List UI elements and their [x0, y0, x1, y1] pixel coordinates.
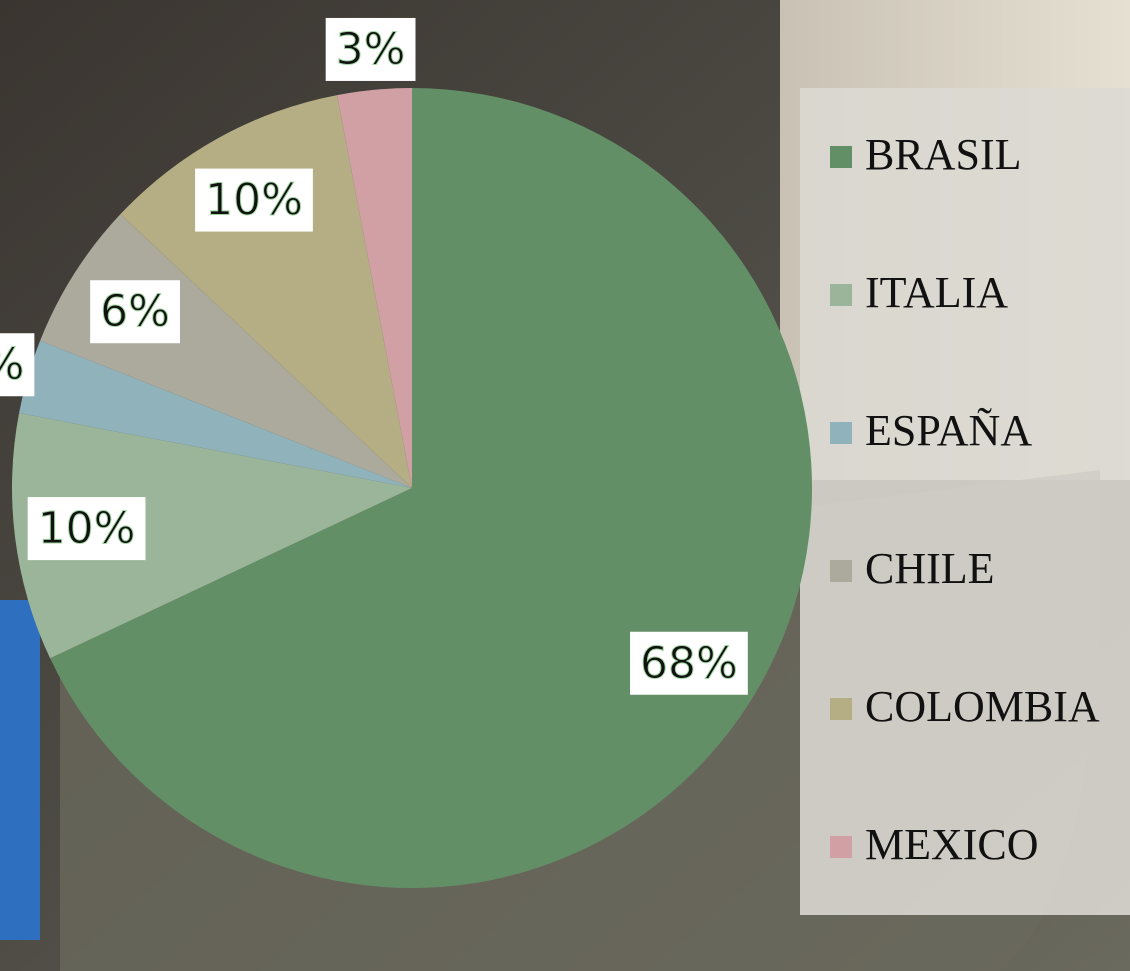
data-label: 68%	[630, 632, 748, 695]
data-label-text: 6%	[100, 286, 170, 337]
legend-label: COLOMBIA	[865, 682, 1100, 731]
legend-swatch	[830, 698, 852, 720]
legend-label: CHILE	[865, 544, 995, 593]
legend-label: MEXICO	[865, 820, 1039, 869]
legend-swatch	[830, 146, 852, 168]
data-label: 10%	[28, 497, 146, 560]
legend-swatch	[830, 560, 852, 582]
data-label: 10%	[195, 169, 313, 232]
data-label: 6%	[90, 280, 180, 343]
legend-box	[800, 88, 1130, 915]
legend-label: ESPAÑA	[865, 406, 1032, 455]
slide: 68% 10% 3% 6% 10% 3% BRASIL ITALIA ESPAÑA CHILE C…	[0, 0, 1130, 971]
legend-swatch	[830, 284, 852, 306]
data-label-text: 3%	[336, 24, 406, 75]
legend-swatch	[830, 836, 852, 858]
data-label: 3%	[0, 333, 34, 396]
data-label-text: 10%	[38, 503, 136, 554]
data-label-text: 3%	[0, 339, 24, 390]
background-figure	[0, 600, 40, 940]
legend-label: ITALIA	[865, 268, 1008, 317]
data-label-text: 68%	[640, 638, 738, 689]
legend-swatch	[830, 422, 852, 444]
pie	[12, 88, 812, 888]
data-label-text: 10%	[205, 175, 303, 226]
legend-label: BRASIL	[865, 130, 1021, 179]
data-label: 3%	[326, 18, 416, 81]
